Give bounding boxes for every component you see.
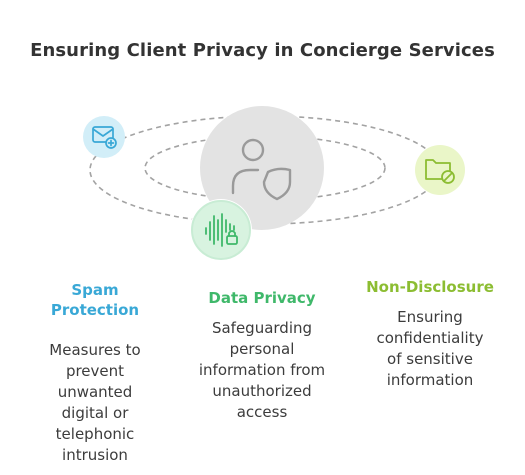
soundwave-lock-icon [205,213,238,247]
nondisclosure-node [415,145,465,195]
data-privacy-description: Safeguarding personal information from u… [198,319,326,421]
diagram-title: Ensuring Client Privacy in Concierge Ser… [30,40,495,61]
data-node [190,199,252,261]
spam-protection-label: Spam Protection [50,281,140,319]
spam-node [83,116,125,158]
user-shield-icon [231,138,292,201]
folder-blocked-icon [425,159,455,184]
data-privacy-label: Data Privacy [208,289,316,307]
nondisclosure-label: Non-Disclosure [366,278,494,296]
nondisclosure-description: Ensuring confidentiality of sensitive in… [376,308,484,389]
mail-plus-icon [92,126,117,149]
spam-protection-description: Measures to prevent unwanted digital or … [49,341,141,464]
center-node [200,106,324,230]
